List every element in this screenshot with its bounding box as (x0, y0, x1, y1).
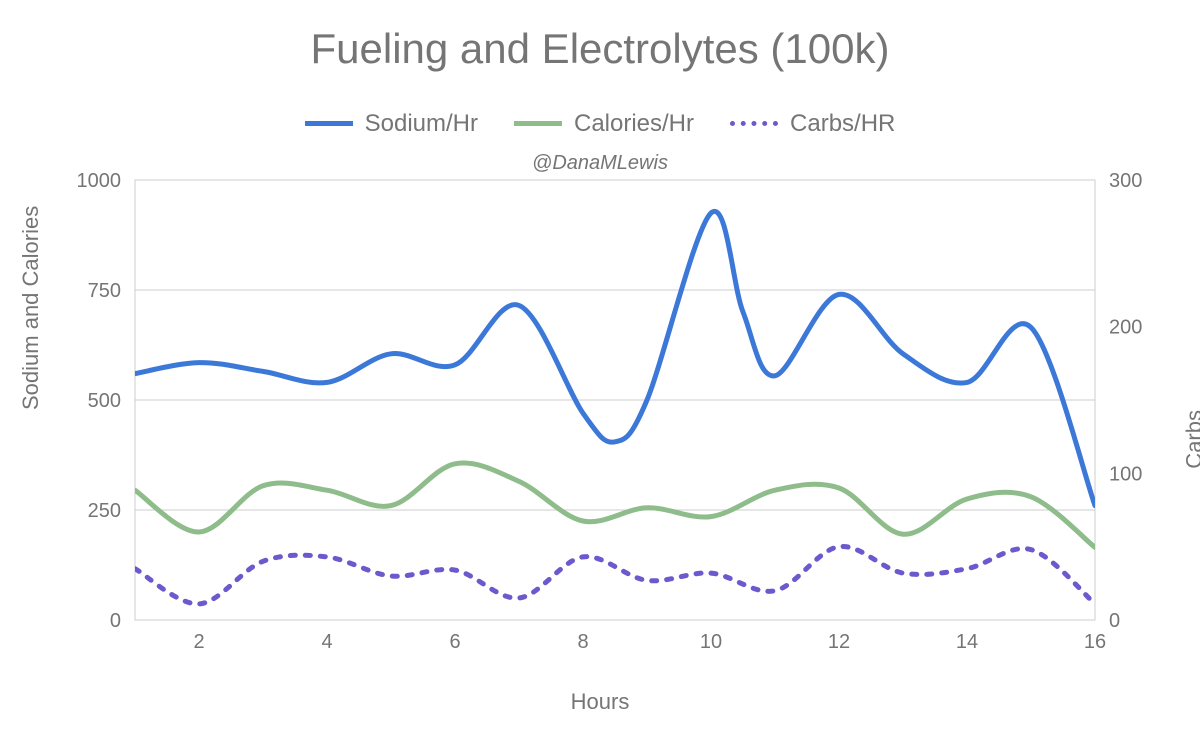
y-right-tick-label: 100 (1109, 463, 1142, 485)
x-tick-label: 14 (956, 631, 978, 653)
y-left-tick-label: 0 (110, 610, 121, 632)
chart-container: Fueling and Electrolytes (100k) Sodium/H… (0, 0, 1200, 745)
x-tick-label: 10 (700, 631, 722, 653)
y-left-tick-label: 750 (88, 280, 121, 302)
x-tick-label: 4 (321, 631, 332, 653)
gridlines (135, 180, 1095, 620)
x-tick-label: 6 (449, 631, 460, 653)
y-left-tick-label: 500 (88, 390, 121, 412)
x-tick-label: 16 (1084, 631, 1106, 653)
y-right-tick-label: 0 (1109, 610, 1120, 632)
x-tick-label: 8 (577, 631, 588, 653)
y-right-tick-label: 300 (1109, 170, 1142, 192)
y-right-tick-label: 200 (1109, 317, 1142, 339)
chart-svg: 0 250 500 750 1000 0 100 200 300 2 4 6 8 10 12 14 16 (0, 0, 1200, 745)
y-left-tick-label: 1000 (77, 170, 122, 192)
series-carbs (135, 546, 1095, 603)
series-sodium (135, 211, 1095, 505)
series-calories (135, 463, 1095, 547)
x-tick-label: 2 (193, 631, 204, 653)
x-tick-label: 12 (828, 631, 850, 653)
y-left-tick-label: 250 (88, 500, 121, 522)
